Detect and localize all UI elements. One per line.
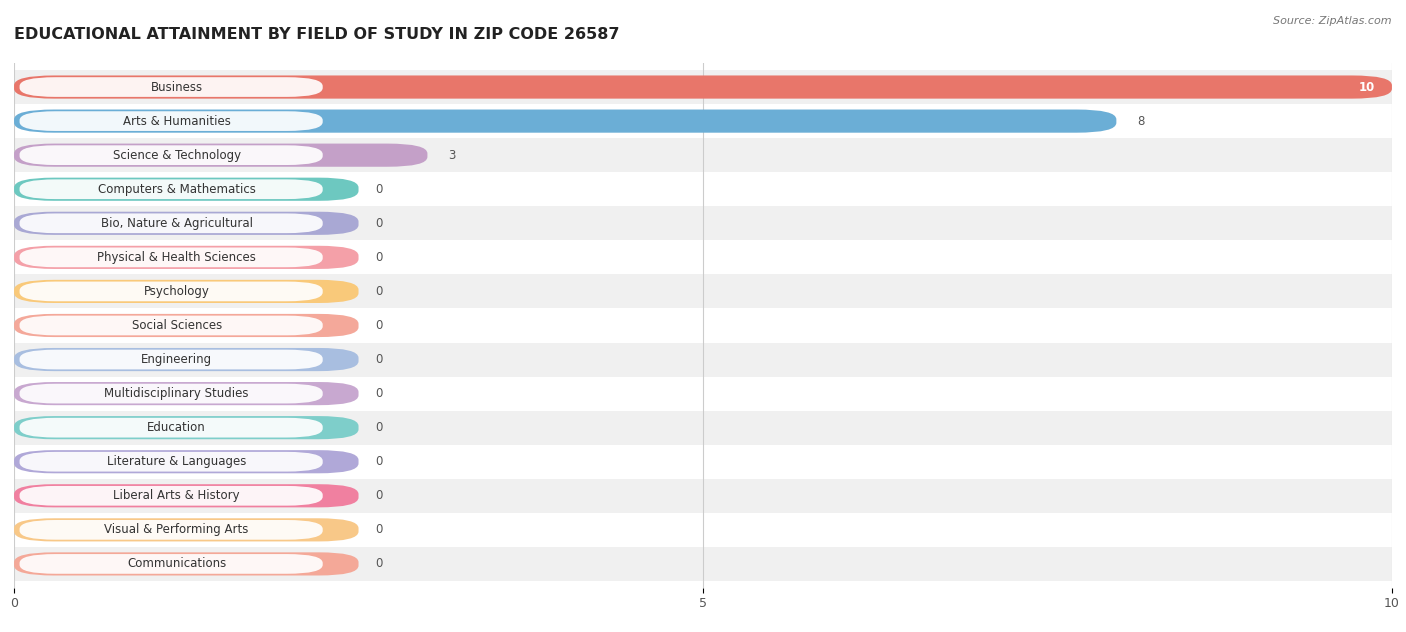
Text: 0: 0 (375, 557, 382, 571)
FancyBboxPatch shape (14, 178, 359, 201)
Bar (14, 445, 1392, 479)
Text: 0: 0 (375, 455, 382, 468)
Text: 0: 0 (375, 285, 382, 298)
Text: Liberal Arts & History: Liberal Arts & History (114, 489, 240, 502)
Text: Computers & Mathematics: Computers & Mathematics (97, 183, 256, 196)
Text: Psychology: Psychology (143, 285, 209, 298)
FancyBboxPatch shape (14, 280, 359, 303)
FancyBboxPatch shape (14, 246, 359, 269)
Text: Visual & Performing Arts: Visual & Performing Arts (104, 523, 249, 537)
FancyBboxPatch shape (14, 314, 359, 337)
Bar (14, 308, 1392, 343)
Bar (14, 70, 1392, 104)
Text: 0: 0 (375, 421, 382, 434)
FancyBboxPatch shape (20, 315, 323, 336)
FancyBboxPatch shape (20, 418, 323, 437)
Text: Multidisciplinary Studies: Multidisciplinary Studies (104, 387, 249, 400)
Text: Education: Education (148, 421, 207, 434)
Text: 0: 0 (375, 353, 382, 366)
Text: Physical & Health Sciences: Physical & Health Sciences (97, 251, 256, 264)
Bar (14, 377, 1392, 411)
Bar (14, 240, 1392, 274)
Bar (14, 104, 1392, 138)
FancyBboxPatch shape (20, 554, 323, 574)
FancyBboxPatch shape (20, 282, 323, 301)
FancyBboxPatch shape (14, 552, 359, 576)
Bar (14, 513, 1392, 547)
Text: Social Sciences: Social Sciences (132, 319, 222, 332)
Text: Business: Business (150, 80, 202, 94)
FancyBboxPatch shape (14, 484, 359, 507)
Text: 0: 0 (375, 251, 382, 264)
Text: 0: 0 (375, 523, 382, 537)
Text: 0: 0 (375, 319, 382, 332)
Bar (14, 411, 1392, 445)
Text: Engineering: Engineering (141, 353, 212, 366)
Bar (14, 547, 1392, 581)
FancyBboxPatch shape (20, 214, 323, 233)
Text: 0: 0 (375, 183, 382, 196)
Text: Arts & Humanities: Arts & Humanities (122, 114, 231, 128)
FancyBboxPatch shape (14, 212, 359, 235)
FancyBboxPatch shape (14, 348, 359, 371)
Text: Communications: Communications (127, 557, 226, 571)
Bar (14, 479, 1392, 513)
Text: Science & Technology: Science & Technology (112, 149, 240, 162)
Text: 10: 10 (1360, 80, 1375, 94)
FancyBboxPatch shape (20, 248, 323, 267)
Bar (14, 206, 1392, 240)
Text: EDUCATIONAL ATTAINMENT BY FIELD OF STUDY IN ZIP CODE 26587: EDUCATIONAL ATTAINMENT BY FIELD OF STUDY… (14, 27, 620, 42)
Text: 8: 8 (1137, 114, 1144, 128)
Text: 3: 3 (449, 149, 456, 162)
Bar (14, 343, 1392, 377)
FancyBboxPatch shape (20, 179, 323, 199)
FancyBboxPatch shape (20, 145, 323, 165)
FancyBboxPatch shape (14, 143, 427, 167)
Text: 0: 0 (375, 217, 382, 230)
Bar (14, 274, 1392, 308)
FancyBboxPatch shape (14, 518, 359, 542)
FancyBboxPatch shape (20, 77, 323, 97)
FancyBboxPatch shape (20, 520, 323, 540)
FancyBboxPatch shape (20, 486, 323, 506)
FancyBboxPatch shape (14, 75, 1392, 99)
Text: 0: 0 (375, 387, 382, 400)
FancyBboxPatch shape (20, 349, 323, 369)
FancyBboxPatch shape (14, 109, 1116, 133)
Text: Bio, Nature & Agricultural: Bio, Nature & Agricultural (101, 217, 253, 230)
FancyBboxPatch shape (20, 384, 323, 403)
Bar (14, 172, 1392, 206)
FancyBboxPatch shape (14, 416, 359, 439)
FancyBboxPatch shape (14, 382, 359, 405)
Bar (14, 138, 1392, 172)
Text: 0: 0 (375, 489, 382, 502)
FancyBboxPatch shape (20, 452, 323, 471)
FancyBboxPatch shape (14, 450, 359, 473)
FancyBboxPatch shape (20, 111, 323, 131)
Text: Source: ZipAtlas.com: Source: ZipAtlas.com (1274, 16, 1392, 26)
Text: Literature & Languages: Literature & Languages (107, 455, 246, 468)
